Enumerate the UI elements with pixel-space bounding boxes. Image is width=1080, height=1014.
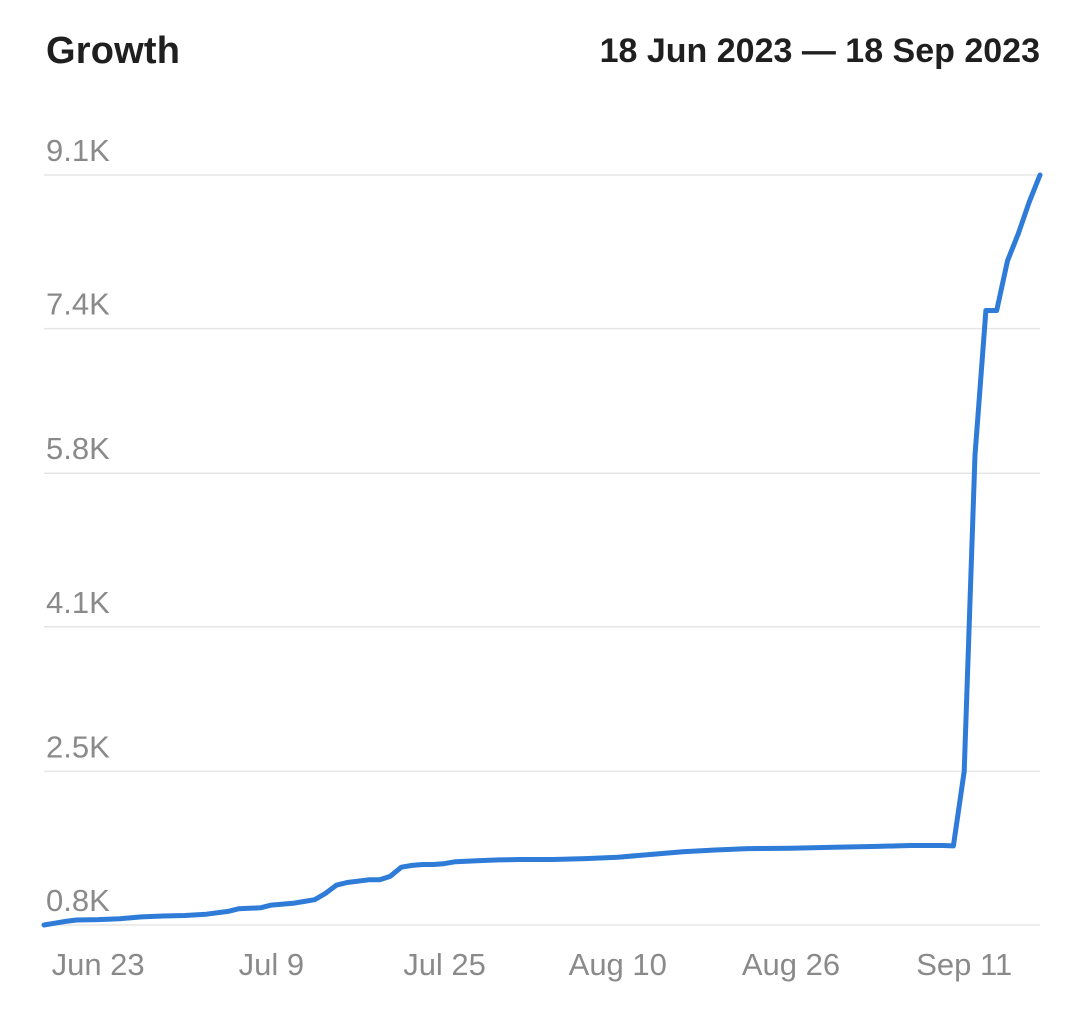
date-range-label: 18 Jun 2023 — 18 Sep 2023 [599,32,1040,70]
x-tick-label: Jun 23 [52,947,145,982]
y-axis-ticks: 0.8K 2.5K 4.1K 5.8K 7.4K 9.1K [46,133,110,918]
y-tick-label: 9.1K [46,133,110,168]
x-axis-ticks: Jun 23 Jul 9 Jul 25 Aug 10 Aug 26 Sep 11 [52,947,1013,982]
y-tick-label: 5.8K [46,431,110,466]
chart-title: Growth [46,30,181,72]
series-layer [41,172,1043,928]
x-tick-label: Aug 26 [742,947,840,982]
x-tick-label: Sep 11 [916,947,1012,982]
x-tick-label: Aug 10 [569,947,667,982]
y-tick-label: 2.5K [46,729,110,764]
x-tick-label: Jul 9 [239,947,304,982]
x-tick-label: Jul 25 [403,947,486,982]
grid-layer [44,174,1040,926]
y-tick-label: 0.8K [46,883,110,918]
y-tick-label: 4.1K [46,585,110,620]
y-tick-label: 7.4K [46,287,110,322]
series-line [41,172,1043,928]
